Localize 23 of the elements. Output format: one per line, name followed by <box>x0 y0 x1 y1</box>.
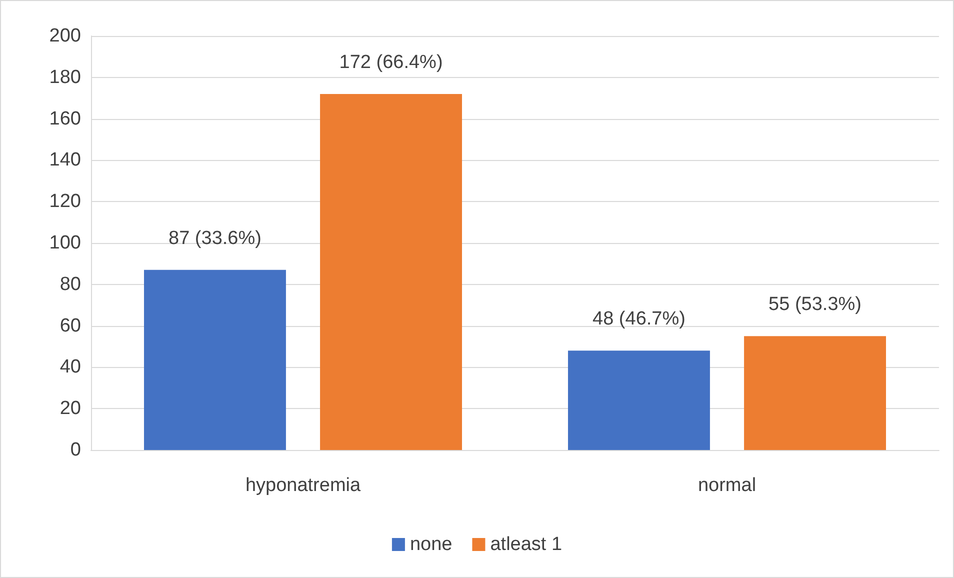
bar <box>568 350 710 450</box>
data-label: 87 (33.6%) <box>168 228 262 249</box>
y-tick-label: 20 <box>60 398 81 420</box>
y-tick-label: 120 <box>49 191 81 212</box>
y-tick-label: 140 <box>49 150 81 171</box>
bar <box>744 336 886 450</box>
bar <box>144 270 286 450</box>
data-label: 55 (53.3%) <box>768 294 862 316</box>
x-tick-label: normal <box>698 475 756 496</box>
bar <box>320 94 462 450</box>
x-tick-label: hyponatremia <box>245 475 361 496</box>
legend-label: none <box>410 534 452 555</box>
y-tick-label: 200 <box>49 26 81 46</box>
y-tick-label: 60 <box>60 315 81 336</box>
data-label: 172 (66.4%) <box>339 52 443 73</box>
y-tick-label: 180 <box>49 66 81 88</box>
legend-label: atleast 1 <box>490 534 562 555</box>
y-tick-label: 40 <box>60 356 81 378</box>
data-label: 48 (46.7%) <box>592 308 686 330</box>
y-tick-label: 0 <box>70 440 81 460</box>
y-tick-label: 80 <box>60 274 81 295</box>
y-tick-label: 100 <box>49 232 81 254</box>
y-tick-label: 160 <box>49 108 81 130</box>
